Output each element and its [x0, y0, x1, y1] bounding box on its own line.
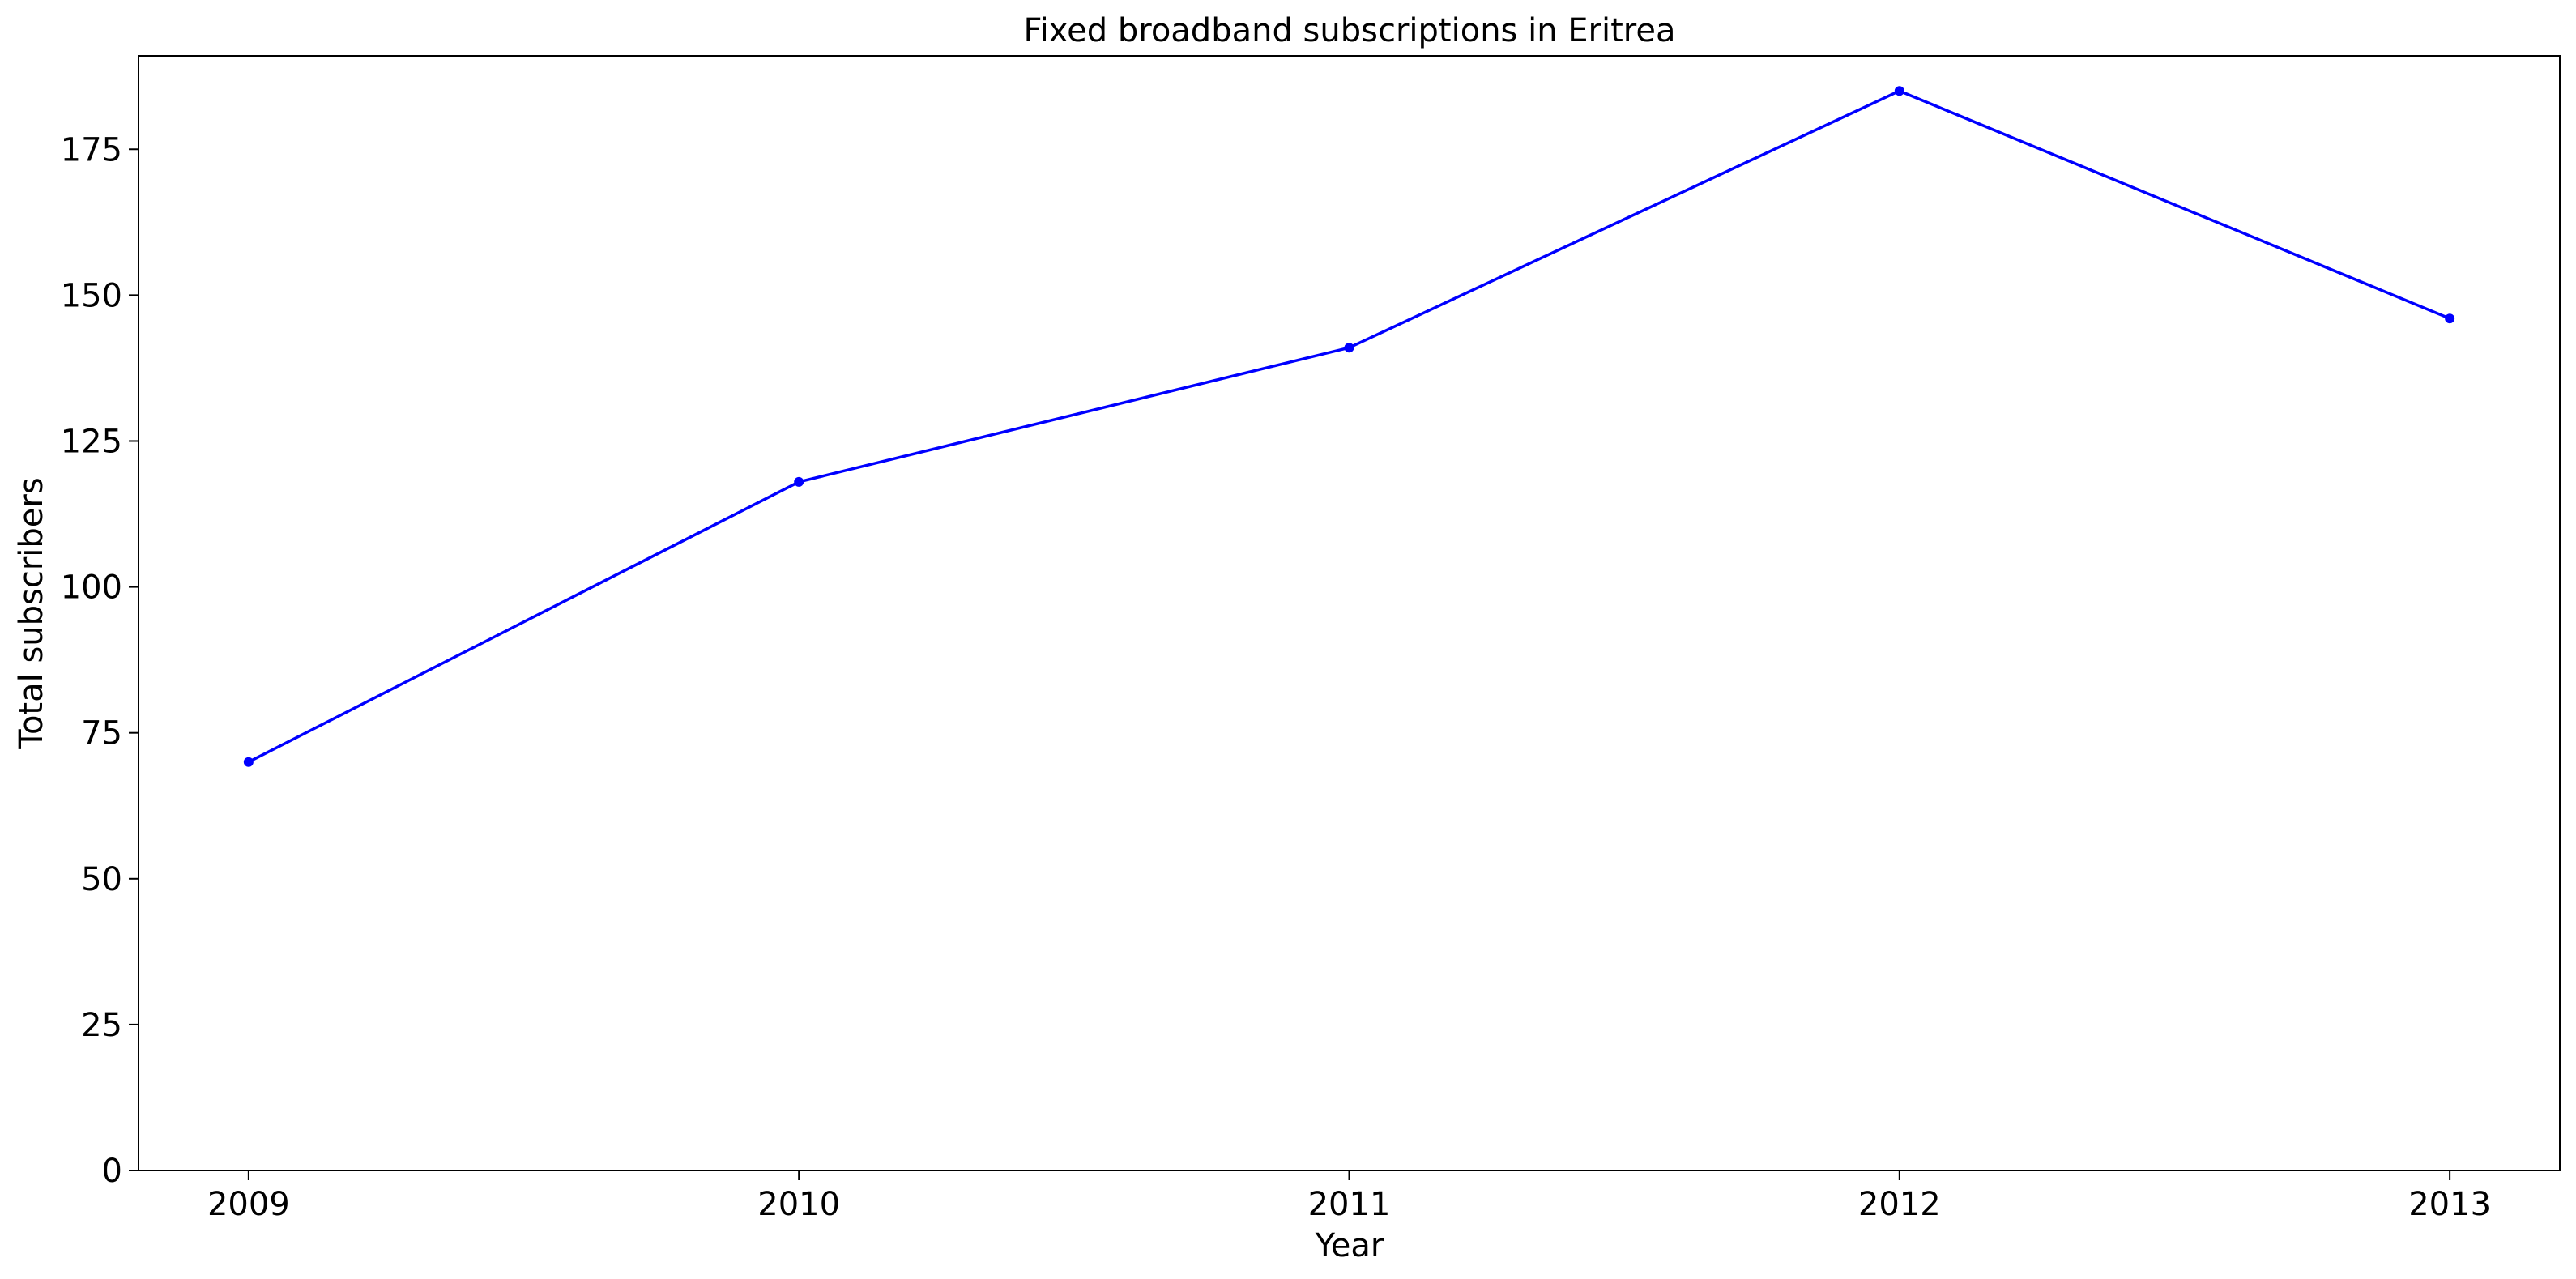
- y-tick-label: 75: [81, 715, 122, 752]
- x-axis-ticks: 2009 2010 2011 2012 2013: [207, 1170, 2491, 1223]
- x-tick-label: 2013: [2408, 1186, 2491, 1223]
- y-tick-label: 25: [81, 1007, 122, 1044]
- y-tick-label: 150: [61, 277, 122, 314]
- x-axis-label: Year: [1315, 1227, 1384, 1264]
- data-point-2010: [794, 476, 804, 487]
- x-tick-label: 2012: [1858, 1186, 1941, 1223]
- y-tick-label: 125: [61, 423, 122, 460]
- data-point-2011: [1344, 343, 1354, 353]
- plot-frame: [138, 55, 2561, 1171]
- x-tick-label: 2009: [207, 1186, 290, 1223]
- y-axis-label: Total subscribers: [13, 477, 50, 749]
- y-axis-ticks: 0 25 50 75 100 125 150 175: [61, 131, 139, 1190]
- data-point-2009: [243, 757, 254, 767]
- series-layer: [243, 86, 2455, 767]
- y-tick-label: 50: [81, 861, 122, 898]
- x-tick-label: 2011: [1308, 1186, 1391, 1223]
- x-tick-label: 2010: [757, 1186, 840, 1223]
- y-tick-label: 175: [61, 131, 122, 168]
- y-tick-label: 100: [61, 569, 122, 607]
- data-point-2012: [1894, 86, 1904, 96]
- chart-title: Fixed broadband subscriptions in Eritrea: [1024, 12, 1676, 49]
- y-tick-label: 0: [102, 1153, 122, 1190]
- data-point-2013: [2445, 313, 2455, 324]
